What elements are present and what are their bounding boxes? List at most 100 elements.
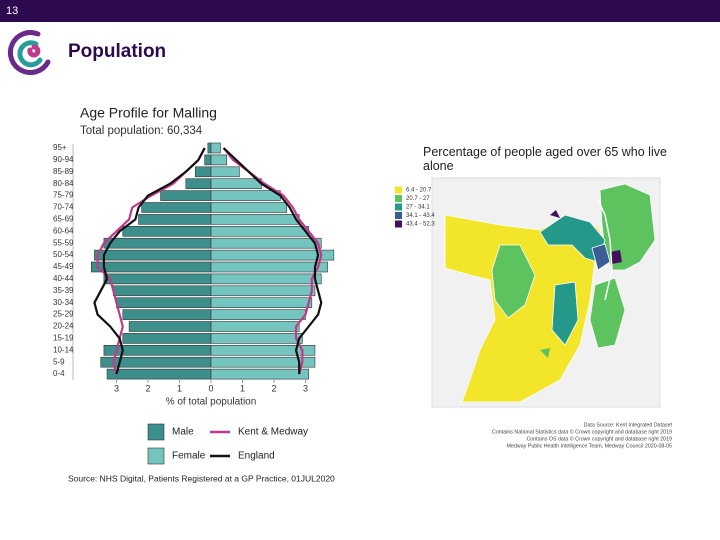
y-tick-label: 80-84 [53,179,74,188]
bar [210,368,309,380]
legend-label: England [238,451,275,462]
bar [185,178,212,189]
legend-label: Kent & Medway [238,427,308,438]
map-legend-label: 27 - 34.1 [406,205,430,211]
y-tick-label: 35-39 [53,286,74,295]
chart-title: Age Profile for Malling [80,105,217,121]
map-credit: Contains National Statistics data © Crow… [492,428,672,435]
bar [122,333,212,344]
bar [113,285,212,297]
bar [210,214,300,225]
bar [204,154,212,166]
reference-line [96,147,206,375]
y-tick-label: 50-54 [53,250,74,259]
y-tick-label: 65-69 [53,215,74,224]
bar [210,297,313,309]
bar [210,344,316,356]
legend-swatch [147,423,165,441]
bar [103,344,212,356]
map-credit: Medway Public Health Intelligence Team, … [507,443,672,449]
y-tick-label: 70-74 [53,203,74,212]
logo [7,30,51,75]
map-credit: Data Source: Kent Integrated Dataset [584,422,673,428]
bar [210,226,309,237]
map-legend-label: 34.1 - 43.4 [406,213,435,219]
bar [210,154,228,166]
bar [103,273,212,285]
map-shapes [431,177,661,408]
y-tick-label: 40-44 [53,274,74,283]
y-tick-label: 5-9 [53,357,65,366]
y-tick-label: 25-29 [53,310,74,319]
bar [91,261,212,273]
bar [210,237,322,249]
bar [194,166,212,178]
bar [122,309,212,320]
bar [122,226,212,237]
map-legend-swatch [395,220,402,228]
bar [210,190,281,201]
y-tick-label: 10-14 [53,345,74,354]
map-legend-swatch [395,195,402,202]
reference-line [93,147,206,375]
bar [210,261,328,273]
bar [210,273,322,285]
y-tick-label: 95+ [53,143,67,152]
y-tick-label: 20-24 [53,322,74,331]
map-legend-label: 20.7 - 27 [406,196,430,202]
bar [210,356,316,368]
slide-title: Population [68,41,166,62]
x-tick-label: 1 [177,383,182,393]
y-tick-label: 55-59 [53,238,74,247]
y-tick-label: 15-19 [53,334,74,343]
bar [210,142,221,154]
x-tick-label: 0 [208,383,213,393]
bar [103,237,212,249]
x-tick-label: 2 [271,383,276,393]
reference-line [222,147,323,375]
top-bar [0,0,720,22]
reference-line [222,147,323,375]
bar [138,214,212,225]
bar [210,178,262,189]
bar [106,368,212,380]
bar [210,309,306,320]
y-tick-label: 85-89 [53,167,74,176]
bar [94,249,212,261]
x-tick-label: 2 [145,383,150,393]
bar [207,142,212,154]
legend-swatch [147,447,165,465]
bar [100,356,212,368]
x-tick-label: 3 [114,383,119,393]
x-tick-label: 1 [240,383,245,393]
legend-label: Male [172,427,194,438]
source: Source: NHS Digital, Patients Registered… [68,473,335,483]
map-legend-swatch [395,186,402,194]
bar [210,321,300,332]
bar [210,333,303,344]
bar [116,297,212,309]
y-tick-label: 90-94 [53,155,74,164]
map-legend-swatch [395,212,402,219]
map-credit: Contains OS data © Crown copyright and d… [526,435,672,442]
bar [210,249,335,261]
bar [141,202,212,213]
map-legend-label: 43.4 - 52.3 [406,222,435,228]
bar [210,285,316,297]
y-tick-label: 45-49 [53,262,74,271]
map-legend-label: 6.4 - 20.7 [406,188,432,194]
y-tick-label: 30-34 [53,298,74,307]
chart-subtitle: Total population: 60,334 [80,125,203,137]
bar [210,202,287,213]
slide-number: 13 [6,5,18,17]
y-tick-label: 75-79 [53,191,74,200]
map-legend-swatch [395,203,402,211]
bar [160,190,212,201]
x-axis-label: % of total population [166,397,257,408]
legend-label: Female [172,451,206,462]
bar [210,166,240,178]
bar [128,321,212,332]
y-tick-label: 60-64 [53,226,74,235]
